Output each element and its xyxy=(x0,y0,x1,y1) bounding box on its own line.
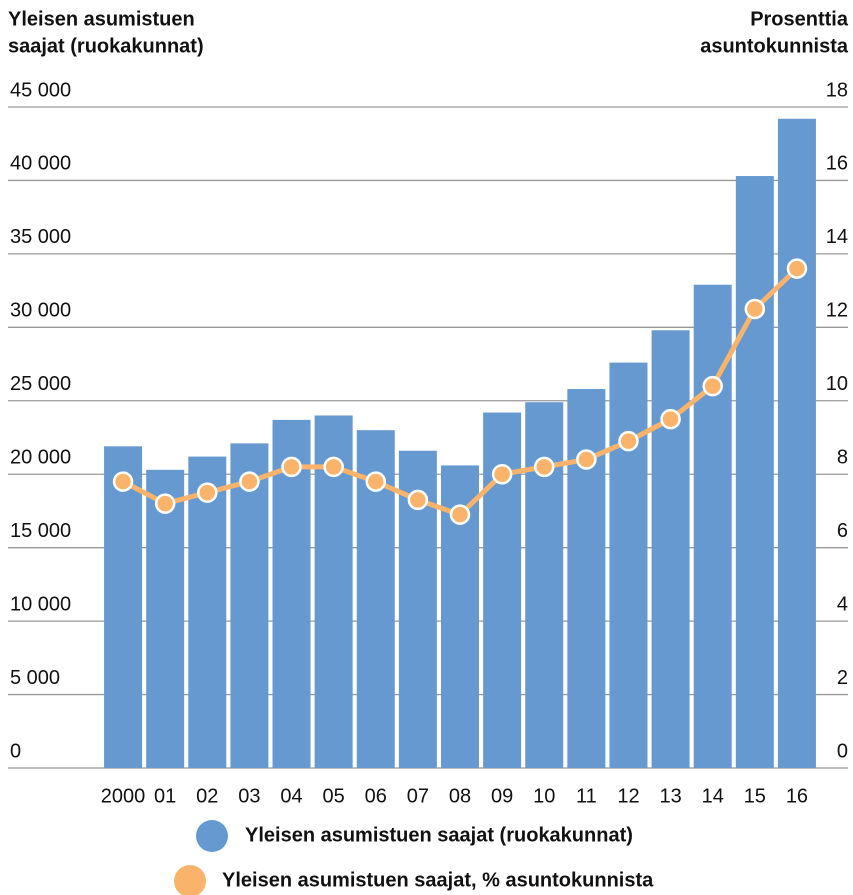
x-tick-label: 14 xyxy=(702,785,724,807)
x-tick-label: 12 xyxy=(617,785,639,807)
y-tick-label: 45 000 xyxy=(10,79,71,101)
y-tick-label: 35 000 xyxy=(10,226,71,248)
x-tick-label: 03 xyxy=(238,785,260,807)
y2-tick-label: 2 xyxy=(837,667,848,689)
point xyxy=(618,430,639,452)
x-tick-label: 10 xyxy=(533,785,555,807)
y2-tick-label: 12 xyxy=(826,300,848,322)
y2-tick-label: 8 xyxy=(837,447,848,469)
y2-tick-label: 18 xyxy=(826,79,848,101)
x-tick-label: 15 xyxy=(744,785,766,807)
point xyxy=(197,482,218,503)
y-tick-label: 40 000 xyxy=(10,153,71,175)
y-tick-label: 20 000 xyxy=(10,447,71,469)
point xyxy=(491,463,513,485)
y-tick-label: 15 000 xyxy=(10,520,71,542)
y-axis-label: saajat (ruokakunnat) xyxy=(8,35,204,57)
legend-swatch xyxy=(174,865,206,895)
legend-label: Yleisen asumistuen saajat, % asuntokunni… xyxy=(222,869,654,891)
bar xyxy=(777,118,816,769)
y-tick-label: 10 000 xyxy=(10,593,71,615)
point xyxy=(323,456,344,478)
x-tick-label: 06 xyxy=(365,785,387,807)
point xyxy=(660,408,681,430)
point xyxy=(281,456,302,478)
point xyxy=(407,489,429,511)
bar xyxy=(188,456,227,768)
legend-label: Yleisen asumistuen saajat (ruokakunnat) xyxy=(245,824,633,846)
bar xyxy=(272,419,311,768)
point xyxy=(154,493,176,514)
y2-tick-label: 14 xyxy=(826,226,848,248)
y2-tick-label: 16 xyxy=(826,153,848,175)
y-axis-label: Yleisen asumistuen xyxy=(8,8,195,30)
point xyxy=(239,471,260,492)
y-tick-label: 30 000 xyxy=(10,300,71,322)
y2-tick-label: 0 xyxy=(837,740,848,762)
x-tick-label: 08 xyxy=(449,785,471,807)
point xyxy=(533,456,555,478)
point xyxy=(576,449,597,470)
y2-axis-label: Prosenttia xyxy=(750,8,849,30)
bar xyxy=(230,443,269,768)
y2-tick-label: 6 xyxy=(837,520,848,542)
bar xyxy=(651,330,690,768)
point xyxy=(702,375,723,397)
y-tick-label: 5 000 xyxy=(10,667,60,689)
point xyxy=(786,258,808,279)
x-tick-label: 2000 xyxy=(101,785,146,807)
x-tick-label: 02 xyxy=(196,785,218,807)
y2-tick-label: 4 xyxy=(837,593,848,615)
bar xyxy=(146,469,185,768)
bar xyxy=(567,389,606,768)
x-tick-label: 07 xyxy=(407,785,429,807)
bar xyxy=(735,176,774,768)
bar xyxy=(104,446,143,768)
x-tick-label: 09 xyxy=(491,785,513,807)
y-tick-label: 25 000 xyxy=(10,373,71,395)
point xyxy=(744,298,766,320)
x-tick-label: 16 xyxy=(786,785,808,807)
legend-swatch xyxy=(196,820,228,852)
x-tick-label: 11 xyxy=(576,785,597,807)
y-tick-label: 0 xyxy=(10,740,21,762)
point xyxy=(112,471,134,492)
x-tick-label: 13 xyxy=(659,785,681,807)
point xyxy=(365,471,387,492)
x-tick-label: 04 xyxy=(280,785,302,807)
y2-tick-label: 10 xyxy=(826,373,848,395)
point xyxy=(449,504,471,525)
x-tick-label: 01 xyxy=(154,785,176,807)
y2-axis-label: asuntokunnista xyxy=(700,35,849,57)
x-tick-label: 05 xyxy=(323,785,345,807)
bar xyxy=(609,362,648,768)
